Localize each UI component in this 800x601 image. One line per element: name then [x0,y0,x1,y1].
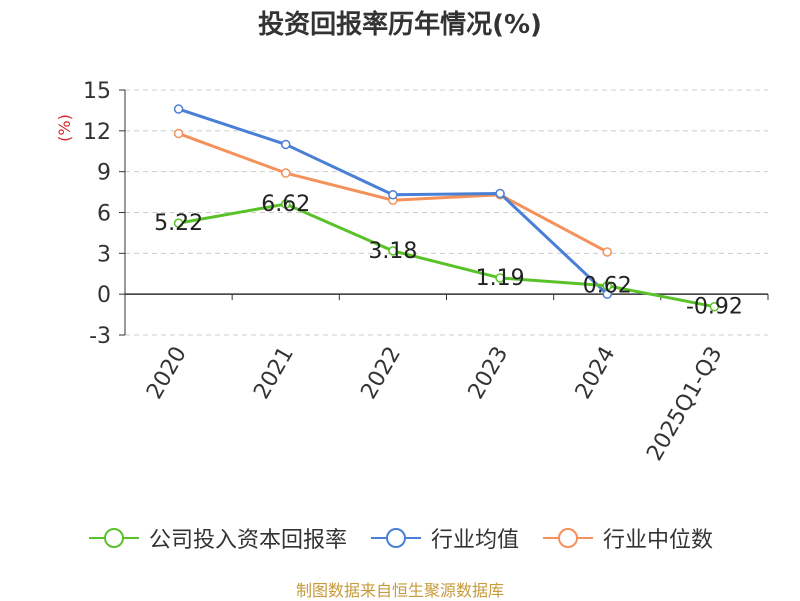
data-label: 6.62 [261,192,310,217]
legend-label: 行业中位数 [603,528,714,553]
series-line [178,202,715,309]
series-lines [173,104,720,312]
data-point [173,218,184,228]
legend-item-industry-mean[interactable]: 行业均值 [369,522,519,554]
x-tick-label: 2020 [142,343,192,404]
x-tick-label: 2025Q1-Q3 [642,343,727,466]
data-point [602,247,612,257]
data-point [173,104,184,114]
legend-line-marker-icon [543,528,593,548]
legend-item-industry-median[interactable]: 行业中位数 [541,522,713,554]
y-tick-label: -3 [89,324,111,349]
data-point [495,188,505,199]
y-tick-label: 15 [83,79,111,104]
data-labels: 5.22 6.62 3.18 1.19 0.62 -0.92 [154,192,743,320]
y-tick-label: 0 [97,283,111,308]
data-label: 1.19 [476,266,525,291]
data-point [388,190,398,200]
y-tick-label: 9 [97,161,111,186]
chart-title: 投资回报率历年情况(%) [258,10,542,40]
y-tick-label: 12 [83,120,111,145]
line-chart: 15 12 9 6 3 0 -3 2020 2021 2022 2023 2024 2025Q1-Q3 (… [55,79,769,466]
gridlines [125,89,768,336]
y-tick-label: 3 [97,242,111,267]
x-tick-label: 2023 [464,343,514,404]
data-point [281,168,291,178]
legend: 公司投入资本回报率 行业均值 行业中位数 [0,518,800,558]
data-point [173,128,184,139]
y-tick-label: 6 [97,202,111,227]
x-tick-label: 2022 [356,343,406,404]
data-point [709,301,720,312]
data-label: 3.18 [368,239,417,264]
legend-line-marker-icon [88,528,139,548]
data-point [388,246,398,256]
x-tick-label: 2021 [249,343,299,404]
legend-label: 公司投入资本回报率 [148,528,347,553]
data-label: -0.92 [686,295,743,320]
data-point [281,199,291,209]
legend-line-marker-icon [370,528,421,548]
y-axis-title: (%) [55,114,74,142]
axes: 15 12 9 6 3 0 -3 2020 2021 2022 2023 2024 2025Q1-Q3 (… [55,79,769,466]
x-tick-label: 2024 [571,343,621,404]
legend-item-company[interactable]: 公司投入资本回报率 [87,522,347,554]
legend-label: 行业均值 [430,528,519,553]
data-point [281,139,291,150]
source-note: 制图数据来自恒生聚源数据库 [295,581,504,600]
data-label: 5.22 [154,211,203,236]
data-point [495,273,505,283]
data-label: 0.62 [583,274,632,299]
data-point [602,280,612,291]
